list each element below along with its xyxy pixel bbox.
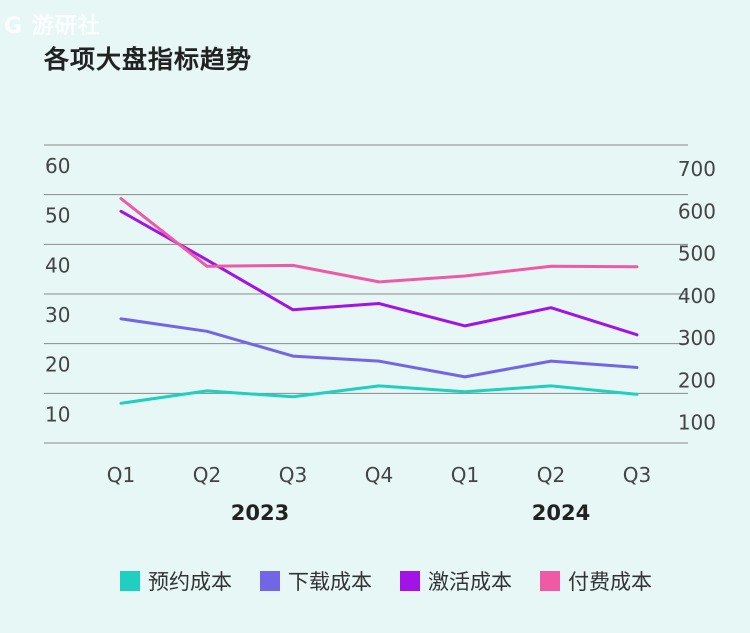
watermark: G 游研社 bbox=[4, 14, 101, 39]
right-tick-label: 700 bbox=[678, 157, 716, 181]
legend-item-activation: 激活成本 bbox=[400, 566, 512, 596]
legend-item-download: 下载成本 bbox=[260, 566, 372, 596]
x-tick-label: Q3 bbox=[623, 463, 651, 487]
x-tick-label: Q4 bbox=[365, 463, 393, 487]
x-tick-label: Q2 bbox=[537, 463, 565, 487]
legend-swatch-payment bbox=[540, 571, 560, 591]
right-tick-label: 500 bbox=[678, 242, 716, 266]
left-tick-label: 40 bbox=[45, 253, 70, 277]
series-line-0 bbox=[119, 384, 639, 405]
legend-label-activation: 激活成本 bbox=[428, 570, 512, 594]
left-tick-label: 10 bbox=[45, 402, 70, 426]
series-line-3 bbox=[119, 197, 639, 284]
chart-title: 各项大盘指标趋势 bbox=[44, 45, 253, 74]
year-label: 2023 bbox=[231, 501, 289, 525]
legend-swatch-download bbox=[260, 571, 280, 591]
legend-label-payment: 付费成本 bbox=[568, 570, 652, 594]
legend-item-booking: 预约成本 bbox=[120, 566, 232, 596]
left-tick-label: 30 bbox=[45, 303, 70, 327]
x-tick-label: Q2 bbox=[193, 463, 221, 487]
right-tick-label: 300 bbox=[678, 326, 716, 350]
legend-item-payment: 付费成本 bbox=[540, 566, 652, 596]
legend-swatch-booking bbox=[120, 571, 140, 591]
legend-label-booking: 预约成本 bbox=[148, 570, 232, 594]
left-tick-label: 20 bbox=[45, 353, 70, 377]
right-tick-label: 100 bbox=[678, 411, 716, 435]
left-tick-label: 60 bbox=[45, 154, 70, 178]
legend-label-download: 下载成本 bbox=[288, 570, 372, 594]
right-tick-label: 400 bbox=[678, 284, 716, 308]
x-tick-label: Q3 bbox=[279, 463, 307, 487]
year-label: 2024 bbox=[532, 501, 590, 525]
legend: 预约成本 下载成本 激活成本 付费成本 bbox=[120, 566, 652, 596]
series-line-1 bbox=[119, 317, 639, 379]
x-tick-label: Q1 bbox=[107, 463, 135, 487]
left-tick-label: 50 bbox=[45, 204, 70, 228]
legend-swatch-activation bbox=[400, 571, 420, 591]
x-tick-label: Q1 bbox=[451, 463, 479, 487]
right-tick-label: 200 bbox=[678, 368, 716, 392]
right-tick-label: 600 bbox=[678, 199, 716, 223]
series-line-2 bbox=[119, 209, 639, 337]
